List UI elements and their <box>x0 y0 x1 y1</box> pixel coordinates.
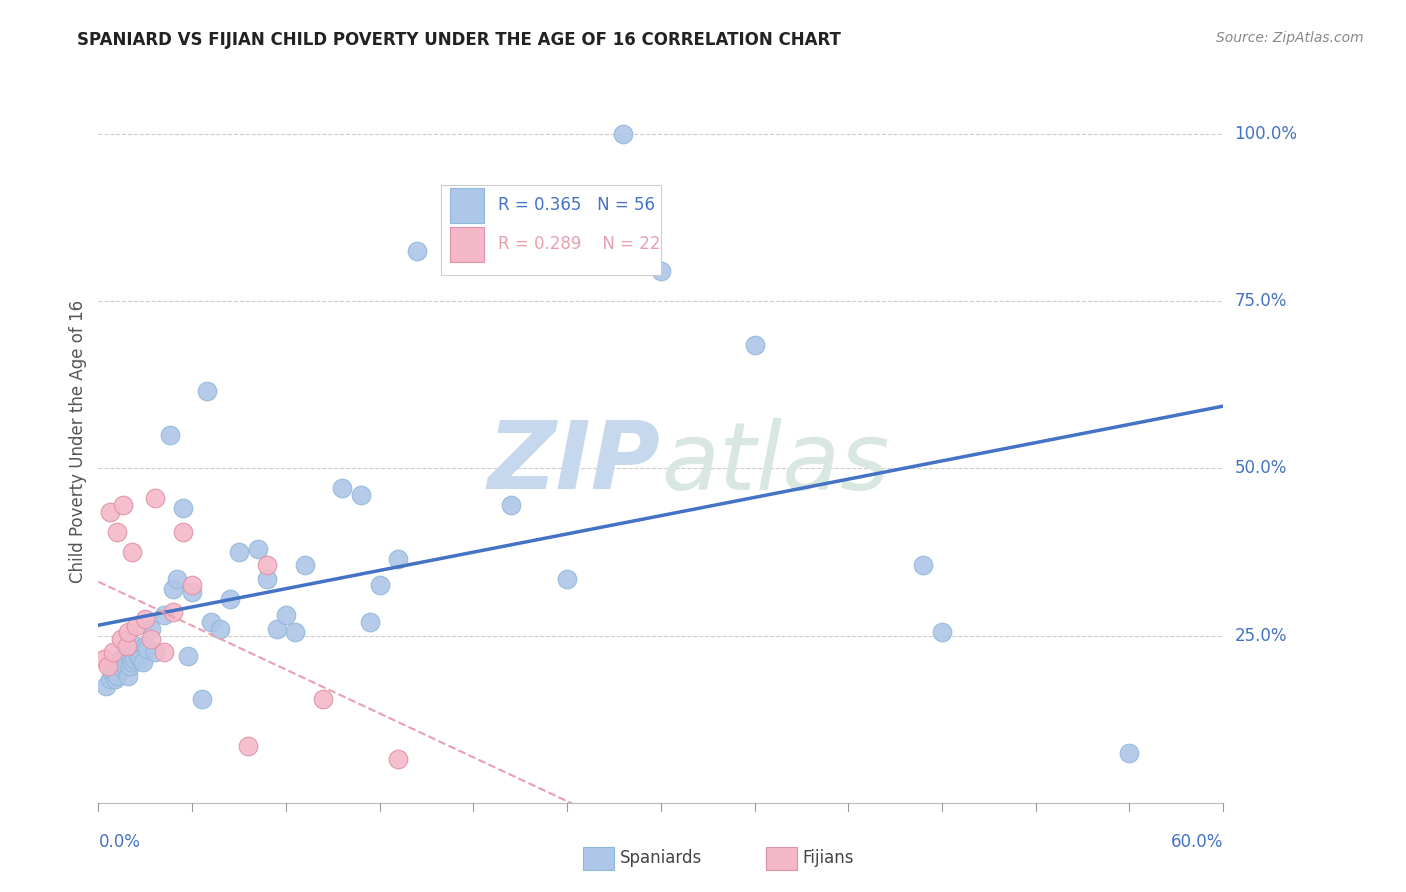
Point <box>132 655 155 669</box>
Point <box>650 264 672 278</box>
Point <box>134 639 156 653</box>
Point <box>612 127 634 141</box>
Point <box>103 662 125 676</box>
Point <box>105 524 128 539</box>
Text: Fijians: Fijians <box>803 849 855 867</box>
Point <box>125 618 148 632</box>
Point <box>136 642 159 657</box>
FancyBboxPatch shape <box>441 185 661 276</box>
Text: Spaniards: Spaniards <box>620 849 702 867</box>
Point <box>110 652 132 666</box>
Point <box>127 648 149 663</box>
Point <box>218 591 240 606</box>
Point <box>125 639 148 653</box>
Point <box>110 632 132 646</box>
Point <box>105 669 128 683</box>
Point <box>159 427 181 442</box>
Point <box>190 692 212 706</box>
Point <box>931 625 953 640</box>
Point <box>228 545 250 559</box>
Text: SPANIARD VS FIJIAN CHILD POVERTY UNDER THE AGE OF 16 CORRELATION CHART: SPANIARD VS FIJIAN CHILD POVERTY UNDER T… <box>77 31 841 49</box>
Point <box>200 615 222 630</box>
Point <box>246 541 269 556</box>
Text: 0.0%: 0.0% <box>98 833 141 851</box>
Point <box>166 572 188 586</box>
Point <box>143 645 166 659</box>
Point <box>121 655 143 669</box>
Text: Source: ZipAtlas.com: Source: ZipAtlas.com <box>1216 31 1364 45</box>
Bar <box>450 227 484 261</box>
Text: 60.0%: 60.0% <box>1171 833 1223 851</box>
Text: atlas: atlas <box>661 417 889 508</box>
Point <box>108 655 131 669</box>
Point <box>181 585 204 599</box>
Point <box>111 498 134 512</box>
Text: 75.0%: 75.0% <box>1234 292 1286 310</box>
Point <box>98 505 121 519</box>
Y-axis label: Child Poverty Under the Age of 16: Child Poverty Under the Age of 16 <box>69 300 87 583</box>
Point <box>181 578 204 592</box>
Point <box>153 608 176 623</box>
Point <box>128 652 150 666</box>
Point <box>238 739 260 753</box>
Bar <box>450 188 484 223</box>
Point <box>121 545 143 559</box>
Point <box>912 558 935 573</box>
Point <box>122 652 145 666</box>
Text: R = 0.365   N = 56: R = 0.365 N = 56 <box>498 196 655 214</box>
Point <box>94 679 117 693</box>
Point <box>256 572 278 586</box>
Point <box>387 752 409 766</box>
Text: R = 0.289    N = 22: R = 0.289 N = 22 <box>498 235 661 253</box>
Point <box>177 648 200 663</box>
Point <box>266 622 288 636</box>
Point <box>103 645 125 659</box>
Point <box>294 558 316 573</box>
Text: 100.0%: 100.0% <box>1234 125 1298 143</box>
Point <box>330 482 353 496</box>
Text: 25.0%: 25.0% <box>1234 626 1286 645</box>
Point <box>120 658 142 673</box>
Point <box>499 498 522 512</box>
Point <box>256 558 278 573</box>
Point <box>368 578 391 592</box>
Text: ZIP: ZIP <box>488 417 661 509</box>
Point <box>744 337 766 351</box>
Point <box>162 605 184 619</box>
Point <box>93 652 115 666</box>
Point <box>172 501 194 516</box>
Point <box>104 672 127 686</box>
Point <box>406 244 429 258</box>
Point <box>162 582 184 596</box>
Point <box>274 608 297 623</box>
Point <box>114 658 136 673</box>
Point <box>209 622 232 636</box>
Point <box>111 662 134 676</box>
Point <box>1118 746 1140 760</box>
Text: 50.0%: 50.0% <box>1234 459 1286 477</box>
Point <box>284 625 307 640</box>
Point <box>350 488 373 502</box>
Point <box>555 572 578 586</box>
Point <box>97 658 120 673</box>
Point <box>115 639 138 653</box>
Point <box>117 669 139 683</box>
Point <box>153 645 176 659</box>
Point <box>134 612 156 626</box>
Point <box>139 632 162 646</box>
Point <box>195 384 218 399</box>
Point <box>139 622 162 636</box>
Point <box>98 672 121 686</box>
Point <box>172 524 194 539</box>
Point <box>387 551 409 566</box>
Point <box>143 491 166 506</box>
Point <box>312 692 335 706</box>
Point <box>359 615 381 630</box>
Point <box>117 625 139 640</box>
Point <box>115 645 138 659</box>
Point <box>100 665 122 680</box>
